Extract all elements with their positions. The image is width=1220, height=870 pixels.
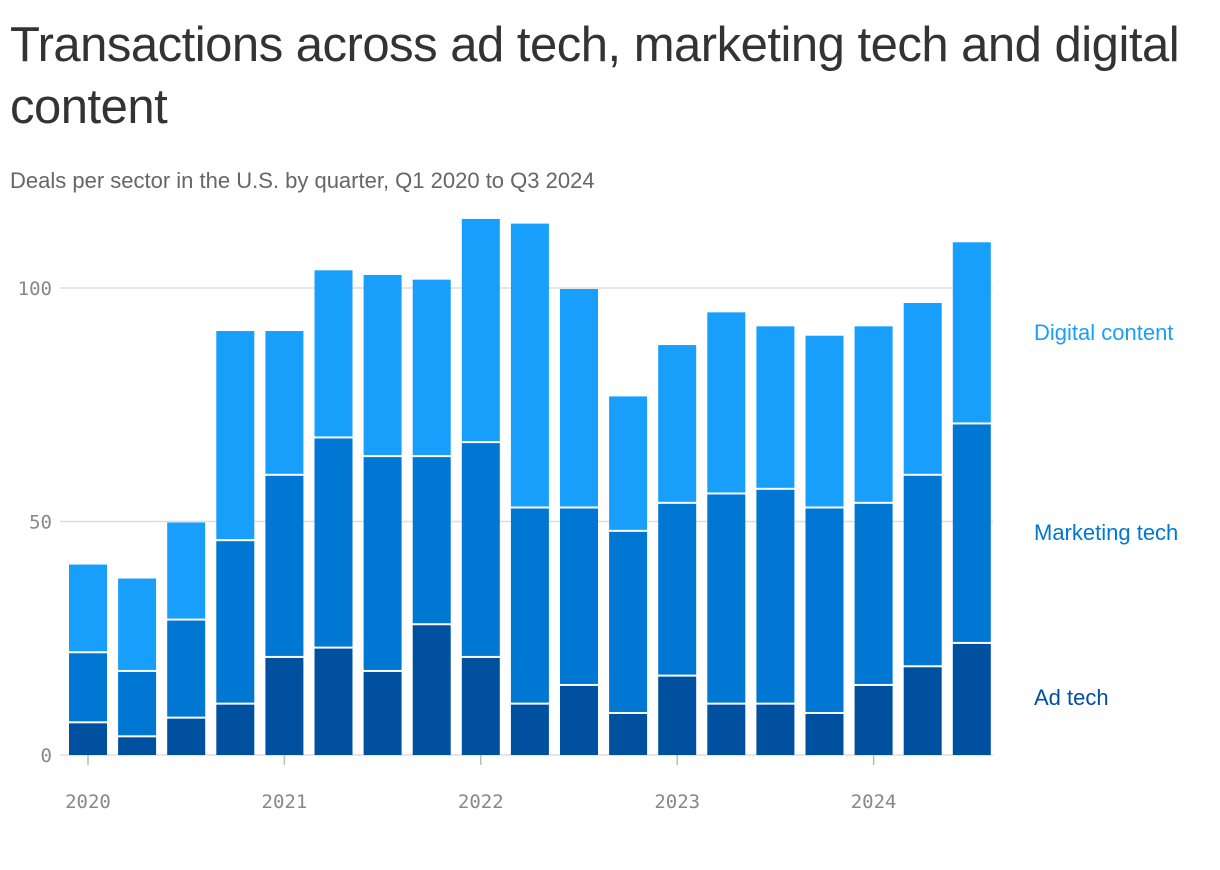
- x-tick-label: 2023: [654, 791, 700, 813]
- bar-segment-marketing-tech: [756, 489, 795, 703]
- bar-segment-ad-tech: [903, 667, 942, 755]
- bar-segment-ad-tech: [707, 704, 746, 755]
- bar-segment-marketing-tech: [560, 508, 598, 684]
- bar-segment-marketing-tech: [314, 438, 353, 647]
- x-tick-label: 2024: [851, 791, 897, 813]
- bar-segment-digital-content: [560, 289, 598, 507]
- bar-segment-ad-tech: [412, 625, 451, 755]
- legend-label: Ad tech: [1034, 685, 1109, 710]
- bar-segment-ad-tech: [560, 685, 598, 755]
- bar-segment-marketing-tech: [854, 503, 893, 684]
- bar-segment-ad-tech: [510, 704, 549, 755]
- x-tick-label: 2020: [65, 791, 111, 813]
- bar-segment-digital-content: [363, 274, 402, 456]
- bar-segment-digital-content: [707, 312, 746, 493]
- bar-segment-marketing-tech: [805, 508, 844, 712]
- bar-segment-marketing-tech: [265, 475, 304, 656]
- bar-segment-ad-tech: [461, 657, 500, 755]
- bar-segment-marketing-tech: [461, 443, 500, 656]
- bar-segment-ad-tech: [952, 643, 991, 755]
- bar-segment-digital-content: [265, 331, 304, 474]
- y-tick-label: 50: [29, 512, 52, 534]
- bar-segment-marketing-tech: [707, 494, 746, 703]
- bar-segment-marketing-tech: [167, 620, 206, 717]
- bar-segment-digital-content: [756, 326, 795, 488]
- bar-segment-ad-tech: [363, 671, 402, 755]
- bar-segment-marketing-tech: [903, 475, 942, 666]
- bar-segment-marketing-tech: [510, 508, 549, 703]
- bar-segment-digital-content: [461, 218, 500, 442]
- bar-segment-digital-content: [412, 279, 451, 456]
- x-tick-label: 2021: [262, 791, 308, 813]
- bar-segment-digital-content: [118, 578, 157, 670]
- bar-segment-ad-tech: [167, 718, 206, 755]
- bar-segment-marketing-tech: [412, 457, 451, 624]
- bar-segment-digital-content: [658, 345, 697, 502]
- bar-segment-digital-content: [510, 223, 549, 507]
- bar-segment-marketing-tech: [118, 671, 157, 736]
- bar-segment-digital-content: [903, 303, 942, 474]
- bar-segment-marketing-tech: [69, 653, 107, 722]
- bar-segment-digital-content: [805, 335, 844, 507]
- bar-segment-marketing-tech: [658, 503, 697, 675]
- bar-segment-ad-tech: [216, 704, 255, 755]
- bar-segment-digital-content: [69, 564, 107, 652]
- bar-segment-ad-tech: [314, 648, 353, 755]
- bar-segment-ad-tech: [756, 704, 795, 755]
- bar-segment-ad-tech: [265, 657, 304, 755]
- x-tick-label: 2022: [458, 791, 504, 813]
- y-tick-label: 100: [18, 278, 52, 300]
- bar-segment-ad-tech: [609, 713, 648, 755]
- bar-segment-digital-content: [952, 242, 991, 423]
- bar-segment-digital-content: [167, 522, 206, 619]
- bar-segment-marketing-tech: [363, 457, 402, 670]
- y-tick-label: 0: [41, 745, 52, 767]
- bar-segment-ad-tech: [854, 685, 893, 755]
- legend-label: Marketing tech: [1034, 520, 1178, 545]
- bar-segment-marketing-tech: [609, 531, 648, 712]
- bar-segment-ad-tech: [118, 737, 157, 755]
- chart-title: Transactions across ad tech, marketing t…: [10, 18, 1180, 134]
- bar-segment-digital-content: [854, 326, 893, 502]
- bar-segment-digital-content: [314, 270, 353, 437]
- bar-segment-marketing-tech: [216, 541, 255, 703]
- chart-subtitle: Deals per sector in the U.S. by quarter,…: [10, 168, 595, 193]
- bar-segment-digital-content: [216, 331, 255, 540]
- legend-label: Digital content: [1034, 320, 1173, 345]
- bar-segment-digital-content: [609, 396, 648, 530]
- bar-segment-ad-tech: [69, 723, 107, 755]
- bar-segment-ad-tech: [658, 676, 697, 755]
- bar-segment-ad-tech: [805, 713, 844, 755]
- bar-segment-marketing-tech: [952, 424, 991, 642]
